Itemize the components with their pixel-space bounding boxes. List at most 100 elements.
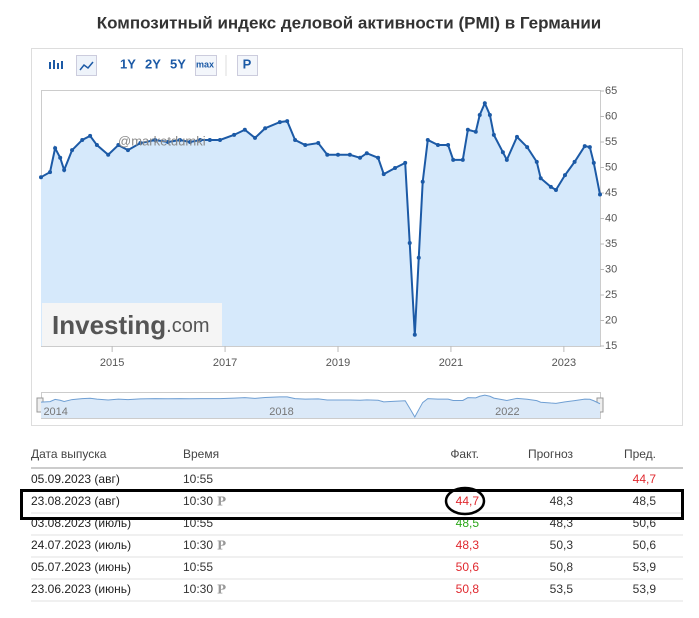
date-cell: 05.07.2023 (июнь): [31, 560, 131, 574]
point: [153, 137, 158, 142]
point: [446, 143, 451, 148]
point: [48, 170, 53, 175]
point: [58, 155, 63, 160]
point: [393, 166, 398, 171]
logo: Investing.com: [52, 310, 209, 340]
point: [491, 132, 496, 137]
time-cell: 10:55: [183, 560, 213, 574]
point: [451, 157, 456, 162]
watermark: @marketdumki: [118, 133, 206, 148]
prev-cell: 50,6: [633, 538, 657, 552]
point: [116, 143, 121, 148]
point: [381, 172, 386, 177]
point: [94, 143, 99, 148]
time-cell: 10:30: [183, 538, 213, 552]
actual-cell: 50,8: [456, 582, 480, 596]
chart-title: Композитный индекс деловой активности (P…: [97, 13, 602, 32]
prev-cell: 44,7: [633, 472, 657, 486]
point: [277, 120, 282, 125]
point: [504, 157, 509, 162]
line-icon: [79, 61, 94, 71]
forecast-cell: 48,3: [550, 494, 574, 508]
point: [53, 146, 58, 151]
y-tick-label: 35: [605, 238, 617, 250]
point: [80, 137, 85, 142]
point: [473, 129, 478, 134]
point: [587, 145, 592, 150]
forecast-cell: 50,8: [550, 560, 574, 574]
point: [88, 133, 93, 138]
prev-cell: 48,5: [633, 494, 657, 508]
toolbar-button[interactable]: 2Y: [145, 56, 161, 71]
y-tick-label: 40: [605, 212, 617, 224]
point: [562, 173, 567, 178]
point: [591, 160, 596, 165]
y-tick-label: 65: [605, 85, 617, 97]
y-tick-label: 60: [605, 110, 617, 122]
prelim-icon: P: [217, 495, 226, 509]
point: [465, 127, 470, 132]
point: [514, 134, 519, 139]
point: [263, 126, 268, 131]
area: [41, 103, 600, 347]
point: [482, 101, 487, 106]
highlight-row: [20, 489, 684, 520]
header-cell: Дата выпуска: [31, 447, 107, 461]
header-cell: Время: [183, 447, 219, 461]
point: [500, 150, 505, 155]
prelim-icon: P: [217, 539, 226, 553]
point: [177, 137, 182, 142]
point: [125, 148, 130, 153]
point: [420, 179, 425, 184]
point: [477, 112, 482, 117]
actual-cell: 50,6: [456, 560, 480, 574]
header-cell: Прогноз: [528, 447, 574, 461]
prev-cell: 53,9: [633, 560, 657, 574]
toolbar-button[interactable]: 1Y: [120, 56, 136, 71]
y-tick-label: 30: [605, 263, 617, 275]
point: [412, 332, 417, 337]
point: [336, 152, 341, 157]
point: [435, 143, 440, 148]
point: [106, 152, 111, 157]
nav-tick-label: 2018: [269, 406, 293, 418]
point: [166, 140, 171, 144]
toolbar-button[interactable]: 5Y: [170, 56, 186, 71]
x-tick-label: 2017: [213, 357, 237, 369]
point: [207, 137, 212, 142]
actual-cell: 48,3: [456, 538, 480, 552]
line-icon-box[interactable]: [76, 55, 97, 76]
point: [534, 159, 539, 164]
point: [217, 137, 222, 142]
point: [198, 137, 203, 142]
time-cell: 10:30: [183, 494, 213, 508]
toolbar-button[interactable]: P: [243, 56, 252, 71]
point: [358, 155, 363, 160]
point: [364, 151, 369, 156]
y-tick-label: 15: [605, 340, 617, 352]
x-tick-label: 2019: [326, 357, 350, 369]
date-cell: 05.09.2023 (авг): [31, 472, 120, 486]
point: [460, 157, 465, 162]
point: [39, 175, 43, 180]
logo-main: Investing: [52, 310, 166, 340]
point: [425, 137, 430, 142]
point: [285, 119, 290, 124]
point: [316, 141, 321, 146]
point: [188, 140, 193, 144]
point: [70, 148, 75, 153]
point: [525, 145, 530, 150]
logo-box: [42, 303, 222, 346]
bar-icon[interactable]: [49, 60, 63, 69]
date-cell: 23.06.2023 (июнь): [31, 582, 131, 596]
point: [242, 127, 247, 132]
p-box: [237, 55, 258, 76]
point: [548, 184, 553, 189]
y-tick-label: 45: [605, 187, 617, 199]
logo-suffix: .com: [166, 315, 209, 337]
toolbar-button[interactable]: max: [196, 59, 214, 69]
forecast-cell: 50,3: [550, 538, 574, 552]
date-cell: 23.08.2023 (авг): [31, 494, 120, 508]
x-tick-label: 2023: [552, 357, 576, 369]
